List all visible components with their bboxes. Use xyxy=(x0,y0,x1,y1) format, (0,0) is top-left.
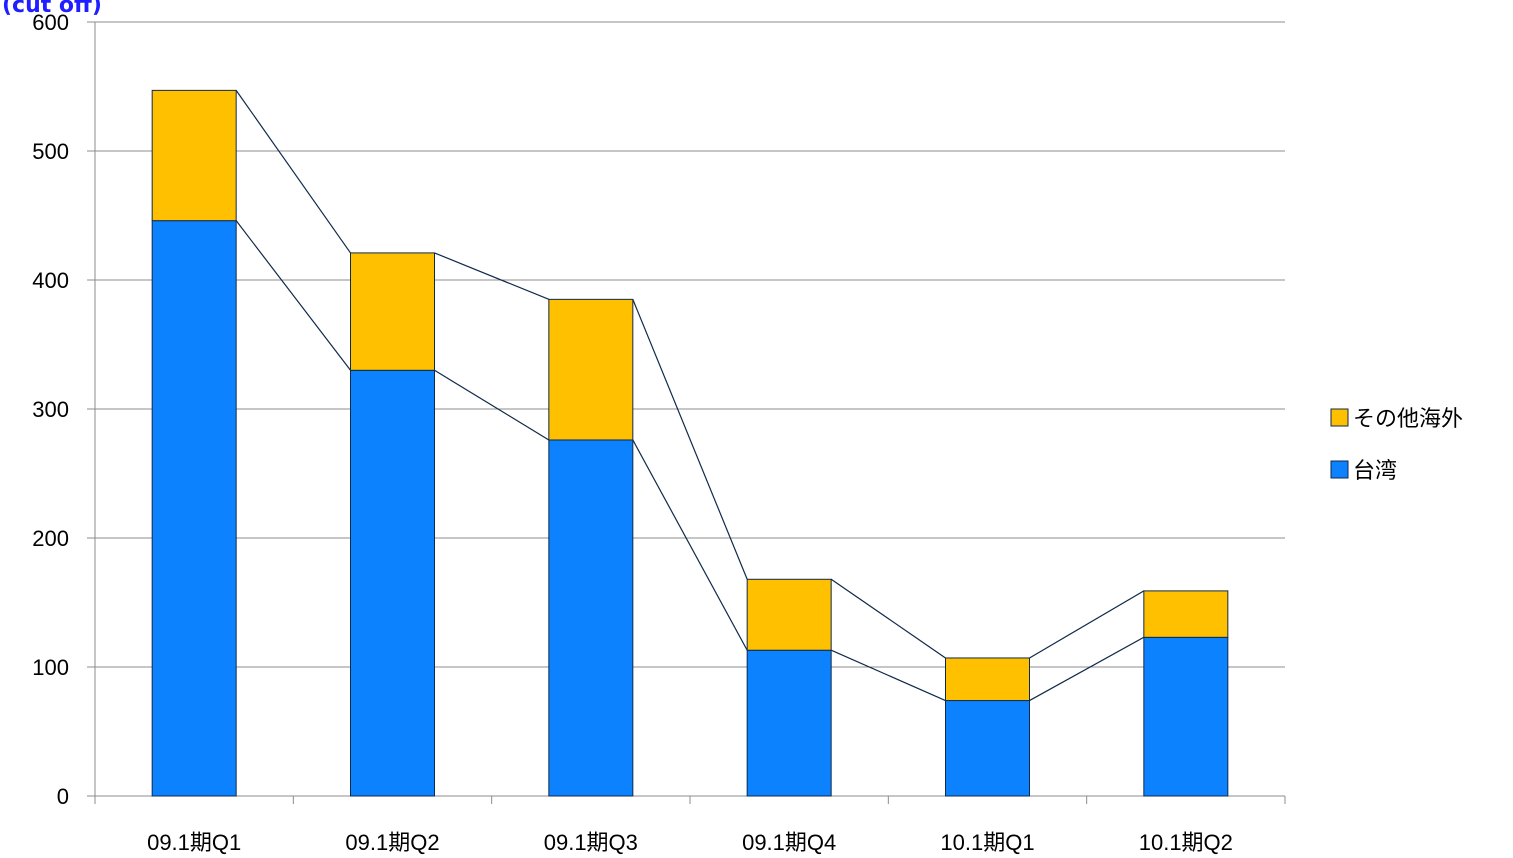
series-connector-line xyxy=(235,220,351,371)
x-tick-label: 10.1期Q1 xyxy=(940,830,1034,855)
bar-segment xyxy=(1143,636,1229,797)
legend-swatch xyxy=(1330,460,1349,479)
y-tick-label: 300 xyxy=(32,397,69,422)
series-connector-line xyxy=(235,90,351,254)
bar-segment xyxy=(151,89,237,222)
bar-segment xyxy=(1143,590,1229,638)
x-tick-label: 10.1期Q2 xyxy=(1139,830,1233,855)
y-tick-label: 0 xyxy=(57,784,69,809)
bar-segment xyxy=(350,369,435,797)
bar-segment xyxy=(350,252,435,371)
series-connector-line xyxy=(1029,636,1145,702)
series-connector-line xyxy=(830,649,946,702)
x-tick-label: 09.1期Q1 xyxy=(147,830,241,855)
bar-segment xyxy=(548,439,634,797)
x-tick-label: 09.1期Q4 xyxy=(742,830,836,855)
y-tick-label: 200 xyxy=(32,526,69,551)
legend-label: 台湾 xyxy=(1353,459,1397,484)
bar-segment xyxy=(945,657,1030,702)
y-tick-label: 100 xyxy=(32,655,69,680)
bar-segment xyxy=(151,220,237,797)
axes xyxy=(87,21,1286,804)
bar-segment xyxy=(746,649,832,797)
legend-swatch xyxy=(1330,408,1349,427)
y-tick-label: 500 xyxy=(32,139,69,164)
series-connector-line xyxy=(830,578,946,659)
bar-segment xyxy=(548,298,634,441)
series-connector-line xyxy=(632,299,748,580)
legend-label: その他海外 xyxy=(1353,407,1463,432)
bars xyxy=(151,89,1229,797)
y-tick-label: 400 xyxy=(32,268,69,293)
series-connector-line xyxy=(434,369,550,441)
x-tick-label: 09.1期Q2 xyxy=(345,830,439,855)
bar-segment xyxy=(945,700,1030,797)
x-tick-label: 09.1期Q3 xyxy=(544,830,638,855)
series-connector-line xyxy=(632,439,748,651)
bar-segment xyxy=(746,578,832,651)
y-tick-labels: 0 100 200 300 400 500 600 xyxy=(32,10,69,809)
x-tick-labels: 09.1期Q1 09.1期Q2 09.1期Q3 09.1期Q4 10.1期Q1 10.1期… xyxy=(147,830,1233,855)
series-connector-lines xyxy=(235,90,1145,702)
series-connector-line xyxy=(434,252,550,300)
y-tick-label: 600 xyxy=(32,10,69,35)
chart-title-fragment: (cut off) xyxy=(2,0,102,18)
grid-lines xyxy=(95,21,1285,797)
series-connector-line xyxy=(1029,590,1145,659)
